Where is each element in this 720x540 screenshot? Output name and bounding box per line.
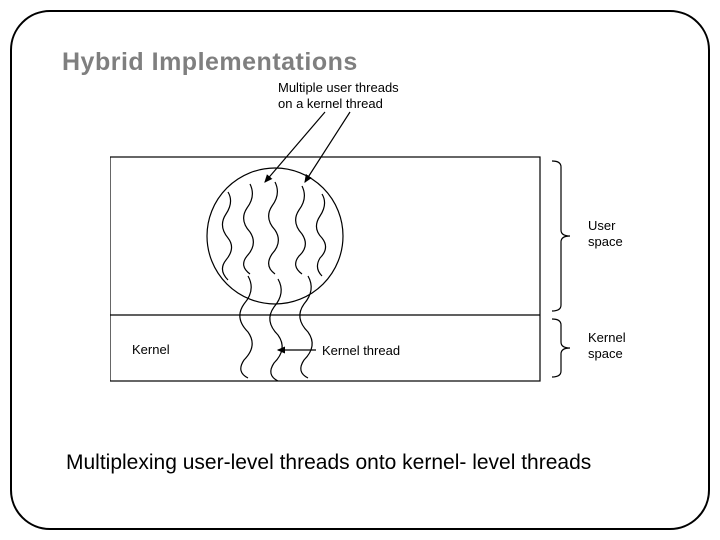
annotation-arrows (265, 112, 350, 182)
kernel-thread (300, 276, 312, 378)
annotation-top-line2: on a kernel thread (278, 96, 383, 111)
user-thread (316, 194, 325, 276)
kernel-thread (240, 276, 252, 378)
user-thread (244, 184, 254, 274)
user-threads-group (222, 182, 325, 280)
annotation-top-line1: Multiple user threads (278, 82, 399, 95)
page-title: Hybrid Implementations (62, 48, 358, 77)
user-space-brace (552, 161, 570, 311)
kernel-space-brace (552, 319, 570, 377)
kernel-label: Kernel (132, 342, 170, 357)
user-space-label-1: User (588, 218, 616, 233)
kernel-space-label-2: space (588, 346, 623, 361)
user-thread (269, 182, 279, 274)
caption-text: Multiplexing user-level threads onto ker… (66, 450, 626, 476)
thread-group-circle (207, 168, 343, 304)
user-thread (296, 186, 306, 274)
user-thread (222, 192, 231, 280)
kernel-thread-label: Kernel thread (322, 343, 400, 358)
user-space-label-2: space (588, 234, 623, 249)
kernel-threads-group (240, 276, 312, 381)
annotation-arrow (305, 112, 350, 182)
thread-diagram: Multiple user threads on a kernel thread… (110, 82, 640, 402)
kernel-thread (270, 279, 282, 381)
kernel-space-label-1: Kernel (588, 330, 626, 345)
